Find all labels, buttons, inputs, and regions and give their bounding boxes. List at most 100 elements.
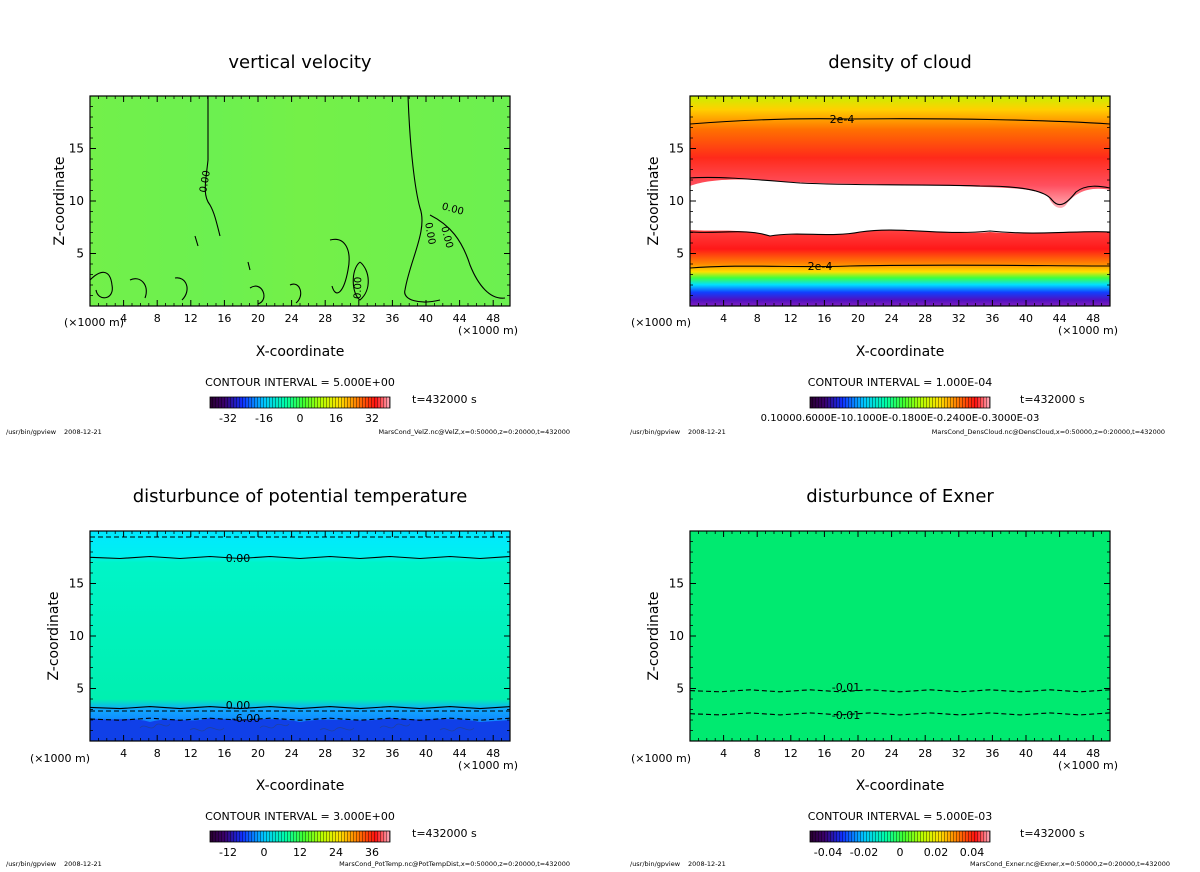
x-tick-label: 28 [318,747,332,760]
panel-vertical-velocity: vertical velocity 0.00 0.00 0.00 0.00 0.… [6,52,570,436]
x-tick-label: 8 [754,747,761,760]
x-unit-right: (×1000 m) [458,759,518,772]
contour-lines [689,118,1111,269]
x-tick-label: 12 [184,312,198,325]
x-tick-label: 24 [285,747,299,760]
plot-field [90,96,510,306]
y-tick-label: 5 [676,247,684,261]
contour-lines [689,689,1111,716]
contour-label: 2e-4 [830,113,855,126]
x-tick-label: 32 [952,312,966,325]
contour-lines [89,536,511,721]
contour-line [89,706,511,710]
program-info: /usr/bin/gpview 2008-12-21 [630,860,726,868]
time-label: t=432000 s [1020,827,1085,840]
x-tick-label: 16 [817,312,831,325]
y-tick-label: 5 [76,682,84,696]
y-tick-label: 15 [669,142,684,156]
x-tick-label: 40 [1019,747,1033,760]
colorbar-dividers [210,397,390,408]
colorbar-tick-label: -16 [255,412,273,425]
y-tick-label: 10 [69,629,84,643]
x-tick-label: 44 [1053,747,1067,760]
x-tick-label: 12 [184,747,198,760]
x-tick-label: 28 [318,312,332,325]
x-tick-label: 4 [120,747,127,760]
x-unit-right: (×1000 m) [1058,324,1118,337]
plot-field [90,531,510,741]
x-tick-label: 48 [486,312,500,325]
contour-label: 0.00 [353,277,365,300]
colorbar-tick-label: 24 [329,846,343,859]
contour-line [689,712,1111,716]
colorbar-tick-labels: -0.04 -0.02 0 0.02 0.04 [814,846,984,859]
x-tick-label: 32 [352,312,366,325]
y-tick-label: 10 [69,194,84,208]
contour-label: 0.00 [422,222,437,246]
x-unit-right: (×1000 m) [458,324,518,337]
time-label: t=432000 s [1020,393,1085,406]
y-tick-label: 5 [676,682,684,696]
contour-label: -0.01 [832,709,860,722]
file-info: MarsCond_Exner.nc@Exner,x=0:50000,z=0:20… [970,860,1170,868]
colorbar-tick-labels: 0.10000.6000E-10.1000E-0.1800E-0.2400E-0… [761,413,1040,424]
panel-density-of-cloud: density of cloud 2e-4 2e-4 4 8 12 16 20 24 28 3… [630,52,1165,436]
x-axis-label: X-coordinate [256,778,345,794]
contour-label: 0.00 [198,170,213,194]
x-tick-label: 12 [784,747,798,760]
x-tick-label: 20 [251,747,265,760]
colorbar-tick-label: 36 [365,846,379,859]
x-tick-label: 24 [285,312,299,325]
colorbar-tick-label: 16 [329,412,343,425]
x-unit-left: (×1000 m) [631,752,691,765]
colorbar-tick-label: 0 [297,412,304,425]
x-tick-label: 20 [851,312,865,325]
colorbar-tick-label: 0.02 [924,846,949,859]
colorbar-tick-label: -0.02 [850,846,878,859]
y-tick-label: 15 [69,142,84,156]
program-info: /usr/bin/gpview 2008-12-21 [6,428,102,436]
x-tick-label: 16 [217,747,231,760]
contour-interval: CONTOUR INTERVAL = 5.000E+00 [205,376,395,389]
contour-label: -6.00 [232,712,260,725]
x-tick-label: 36 [385,747,399,760]
x-unit-left: (×1000 m) [30,752,90,765]
x-tick-label: 44 [453,312,467,325]
x-tick-label: 40 [419,747,433,760]
x-tick-label: 20 [251,312,265,325]
y-axis-label: Z-coordinate [46,591,62,680]
plot-field [690,531,1110,741]
x-unit-left: (×1000 m) [64,316,124,329]
colorbar-tick-label: -32 [219,412,237,425]
colorbar-dividers [810,831,990,842]
x-tick-label: 16 [817,747,831,760]
x-tick-label: 20 [851,747,865,760]
chart-title: vertical velocity [228,52,372,73]
y-tick-label: 10 [669,629,684,643]
program-info: /usr/bin/gpview 2008-12-21 [6,860,102,868]
x-tick-label: 4 [720,312,727,325]
colorbar-tick-label: 12 [293,846,307,859]
panel-exner: disturbunce of Exner -0.01 -0.01 4 8 12 16 2… [630,486,1170,868]
x-tick-label: 24 [885,747,899,760]
x-tick-label: 32 [352,747,366,760]
x-tick-label: 48 [486,747,500,760]
chart-title: disturbunce of Exner [806,486,994,507]
x-tick-label: 32 [952,747,966,760]
colorbar-tick-label: 32 [365,412,379,425]
upper-cloud-band [690,96,1110,209]
file-info: MarsCond_DensCloud.nc@DensCloud,x=0:5000… [932,428,1165,436]
y-tick-label: 15 [69,577,84,591]
contour-label: -0.01 [832,681,860,694]
colorbar-dividers [210,831,390,842]
file-info: MarsCond_PotTemp.nc@PotTempDist,x=0:5000… [339,860,570,868]
x-tick-label: 44 [1053,312,1067,325]
chart-title: disturbunce of potential temperature [133,486,468,507]
x-tick-label: 36 [985,312,999,325]
x-tick-label: 36 [985,747,999,760]
x-tick-label: 8 [754,312,761,325]
chart-title: density of cloud [828,52,972,73]
